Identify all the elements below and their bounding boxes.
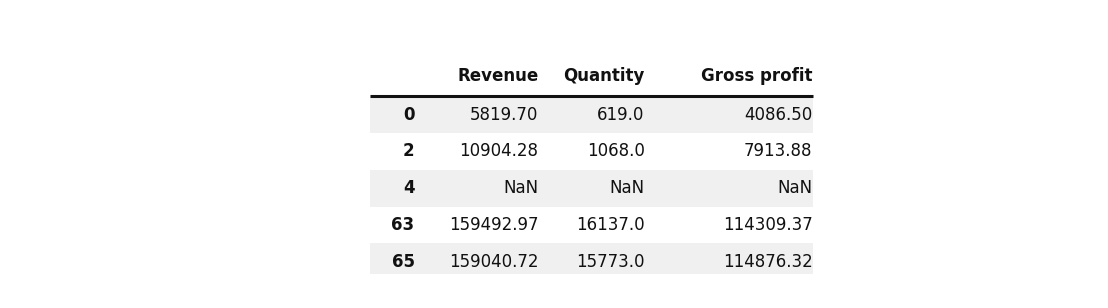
Text: 114309.37: 114309.37 [722, 216, 812, 234]
Text: 7913.88: 7913.88 [745, 142, 812, 160]
Text: 63: 63 [391, 216, 414, 234]
Text: Quantity: Quantity [563, 67, 645, 85]
Text: 1068.0: 1068.0 [586, 142, 645, 160]
Text: 4086.50: 4086.50 [745, 106, 812, 124]
Bar [370, 96, 812, 133]
Text: 2: 2 [403, 142, 414, 160]
Text: Revenue: Revenue [458, 67, 538, 85]
Bar [370, 243, 812, 280]
Text: NaN: NaN [778, 179, 812, 197]
Text: 159040.72: 159040.72 [449, 253, 538, 271]
Text: 159492.97: 159492.97 [449, 216, 538, 234]
Text: 16137.0: 16137.0 [576, 216, 645, 234]
Text: 4: 4 [403, 179, 414, 197]
Text: 65: 65 [391, 253, 414, 271]
Text: 5819.70: 5819.70 [470, 106, 538, 124]
Text: 0: 0 [403, 106, 414, 124]
Bar [370, 207, 812, 243]
Text: NaN: NaN [503, 179, 538, 197]
Text: 114876.32: 114876.32 [722, 253, 812, 271]
Bar [370, 133, 812, 170]
Text: Gross profit: Gross profit [701, 67, 812, 85]
Text: 619.0: 619.0 [597, 106, 645, 124]
Text: 15773.0: 15773.0 [576, 253, 645, 271]
Bar [370, 170, 812, 207]
Text: NaN: NaN [609, 179, 645, 197]
Text: 10904.28: 10904.28 [460, 142, 538, 160]
